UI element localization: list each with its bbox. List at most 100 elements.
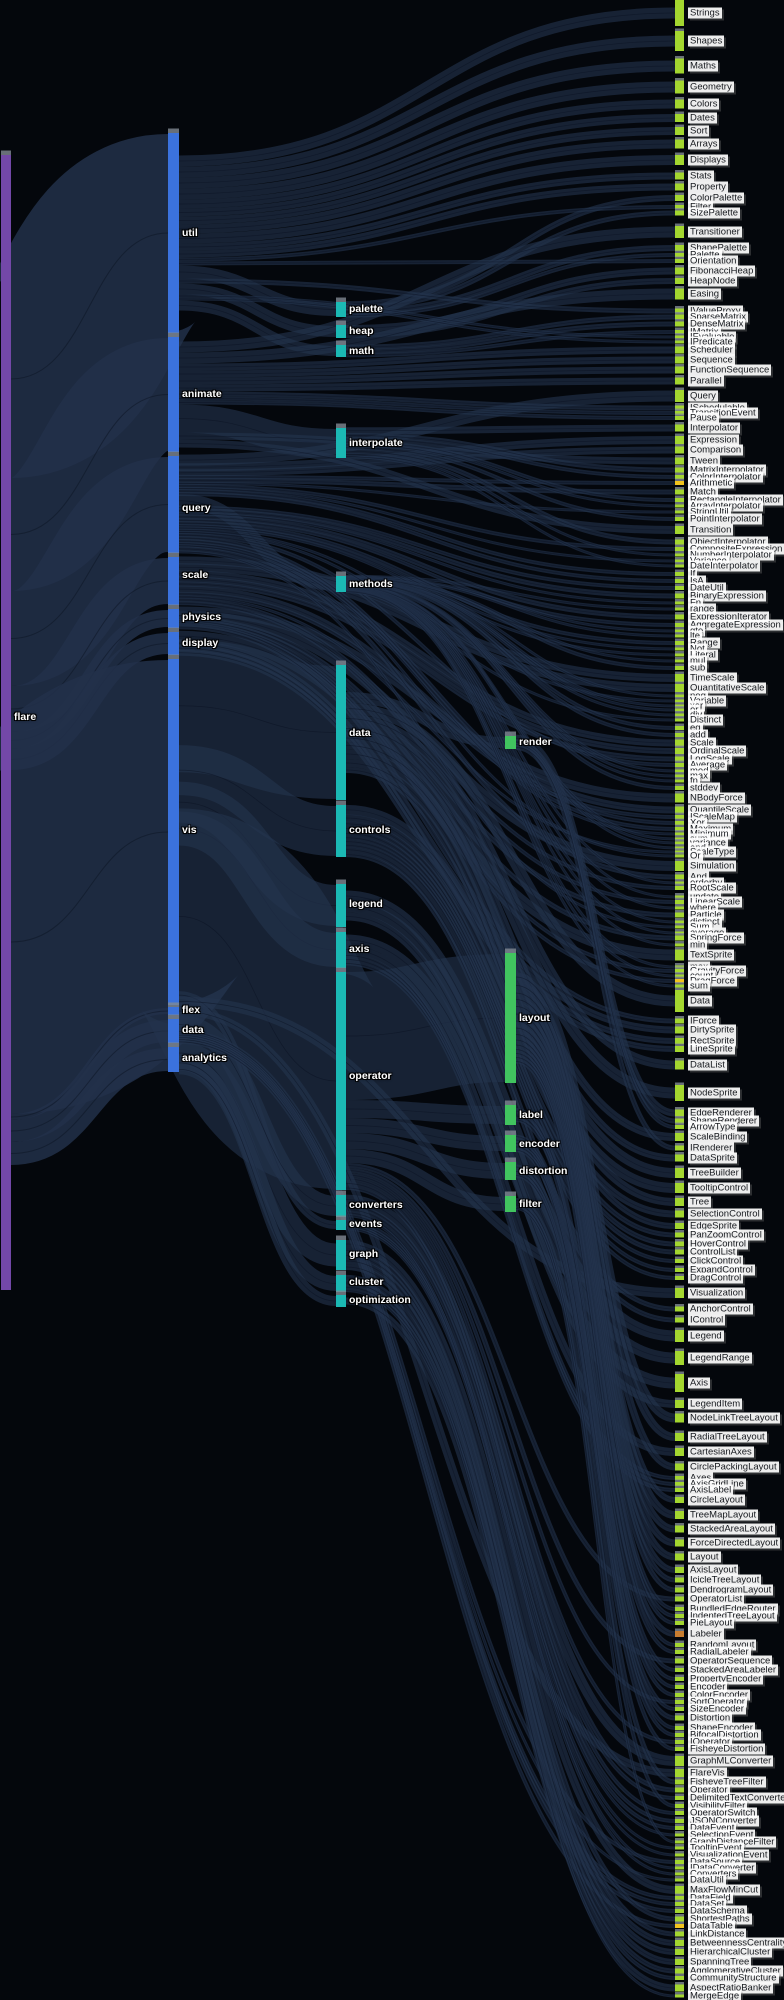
sankey-node-ExpandControl[interactable]	[675, 1268, 684, 1272]
sankey-node-IForce[interactable]	[675, 1018, 684, 1024]
sankey-node-DragForce[interactable]	[675, 979, 684, 983]
sankey-node-Colors[interactable]	[675, 99, 684, 109]
sankey-node-SelectionEvent[interactable]	[675, 1833, 684, 1837]
sankey-node-Match[interactable]	[675, 489, 684, 495]
sankey-node-IndentedTreeLayout[interactable]	[675, 1614, 684, 1618]
sankey-node-ArrayInterpolator[interactable]	[675, 504, 684, 508]
sankey-node-Scheduler[interactable]	[675, 346, 684, 354]
sankey-node-Maths[interactable]	[675, 58, 684, 74]
sankey-node-Axis[interactable]	[675, 1374, 684, 1392]
sankey-node-IRenderer[interactable]	[675, 1145, 684, 1151]
sankey-node-BifocalDistortion[interactable]	[675, 1733, 684, 1737]
sankey-node-vis_data[interactable]	[336, 665, 346, 800]
sankey-node-where[interactable]	[675, 906, 684, 910]
sankey-node-SelectionControl[interactable]	[675, 1210, 684, 1218]
sankey-node-events[interactable]	[336, 1220, 346, 1230]
sankey-node-Operator[interactable]	[675, 1787, 684, 1793]
sankey-node-heap[interactable]	[336, 325, 346, 338]
sankey-node-TooltipEvent[interactable]	[675, 1846, 684, 1850]
sankey-node-Sort[interactable]	[675, 127, 684, 135]
sankey-node-Fn[interactable]	[675, 601, 684, 605]
sankey-node-TreeMapLayout[interactable]	[675, 1511, 684, 1519]
sankey-node-Distortion[interactable]	[675, 1715, 684, 1721]
sankey-node-eq[interactable]	[675, 726, 684, 730]
sankey-node-Labeler[interactable]	[675, 1631, 684, 1637]
sankey-node-Variance[interactable]	[675, 559, 684, 563]
sankey-node-LogScale[interactable]	[675, 756, 684, 762]
sankey-node-variance[interactable]	[675, 841, 684, 845]
sankey-node-encoder[interactable]	[505, 1135, 516, 1152]
sankey-node-Literal[interactable]	[675, 653, 684, 657]
sankey-node-Not[interactable]	[675, 647, 684, 651]
sankey-node-flex[interactable]	[168, 1007, 179, 1015]
sankey-node-Sequence[interactable]	[675, 356, 684, 364]
sankey-node-sub[interactable]	[675, 666, 684, 670]
sankey-node-AggregateExpression[interactable]	[675, 623, 684, 627]
sankey-node-MatrixInterpolator[interactable]	[675, 467, 684, 473]
sankey-node-ClickControl[interactable]	[675, 1259, 684, 1263]
sankey-node-PointInterpolator[interactable]	[675, 517, 684, 521]
sankey-node-Xor[interactable]	[675, 821, 684, 825]
sankey-node-Maximum[interactable]	[675, 827, 684, 831]
sankey-node-Simulation[interactable]	[675, 861, 684, 871]
sankey-node-FunctionSequence[interactable]	[675, 366, 684, 374]
sankey-node-Tree[interactable]	[675, 1198, 684, 1206]
sankey-node-ExpressionIterator[interactable]	[675, 614, 684, 620]
sankey-node-NBodyForce[interactable]	[675, 793, 684, 803]
sankey-node-SpanningTree[interactable]	[675, 1959, 684, 1965]
sankey-node-palette[interactable]	[336, 302, 346, 317]
sankey-node-IDataConverter[interactable]	[675, 1866, 684, 1870]
sankey-node-DateUtil[interactable]	[675, 586, 684, 590]
sankey-node-MergeEdge[interactable]	[675, 1994, 684, 1998]
sankey-node-ShapeEncoder[interactable]	[675, 1726, 684, 1730]
sankey-node-stddev[interactable]	[675, 786, 684, 790]
sankey-node-GraphDistanceFilter[interactable]	[675, 1840, 684, 1844]
sankey-node-Data[interactable]	[675, 990, 684, 1012]
sankey-node-Comparison[interactable]	[675, 446, 684, 454]
sankey-node-HoverControl[interactable]	[675, 1241, 684, 1247]
sankey-node-Pause[interactable]	[675, 416, 684, 420]
sankey-node-fn[interactable]	[675, 779, 684, 783]
sankey-node-axis[interactable]	[336, 932, 346, 968]
sankey-node-ColorEncoder[interactable]	[675, 1693, 684, 1697]
sankey-node-OperatorSequence[interactable]	[675, 1658, 684, 1664]
sankey-node-EdgeSprite[interactable]	[675, 1223, 684, 1229]
sankey-node-Expression[interactable]	[675, 436, 684, 444]
sankey-node-data_pkg[interactable]	[168, 1019, 179, 1043]
sankey-node-LegendItem[interactable]	[675, 1400, 684, 1408]
sankey-node-count[interactable]	[675, 974, 684, 978]
sankey-node-RadialTreeLayout[interactable]	[675, 1433, 684, 1441]
sankey-node-methods[interactable]	[336, 576, 346, 592]
sankey-node-util[interactable]	[168, 133, 179, 333]
sankey-node-cluster[interactable]	[336, 1275, 346, 1292]
sankey-node-Or[interactable]	[675, 854, 684, 858]
sankey-node-Tween[interactable]	[675, 457, 684, 465]
sankey-node-BinaryExpression[interactable]	[675, 593, 684, 599]
sankey-node-Legend[interactable]	[675, 1330, 684, 1342]
sankey-node-BetweennessCentrality[interactable]	[675, 1940, 684, 1946]
sankey-node-And[interactable]	[675, 874, 684, 880]
sankey-node-Arithmetic[interactable]	[675, 481, 684, 485]
sankey-node-Parallel[interactable]	[675, 377, 684, 385]
sankey-node-OperatorSwitch[interactable]	[675, 1811, 684, 1815]
sankey-node-Average[interactable]	[675, 763, 684, 767]
sankey-node-GravityForce[interactable]	[675, 969, 684, 973]
sankey-node-DenseMatrix[interactable]	[675, 321, 684, 327]
sankey-node-IValueProxy[interactable]	[675, 308, 684, 314]
sankey-node-DataUtil[interactable]	[675, 1878, 684, 1882]
sankey-node-DataSource[interactable]	[675, 1860, 684, 1864]
sankey-node-sum2[interactable]	[675, 984, 684, 988]
sankey-node-legend[interactable]	[336, 884, 346, 927]
sankey-node-Geometry[interactable]	[675, 80, 684, 94]
sankey-node-DataField[interactable]	[675, 1896, 684, 1900]
sankey-node-LinearScale[interactable]	[675, 900, 684, 904]
sankey-node-SortOperator[interactable]	[675, 1700, 684, 1704]
sankey-node-EdgeRenderer[interactable]	[675, 1109, 684, 1117]
sankey-node-operator[interactable]	[336, 972, 346, 1190]
sankey-node-TimeScale[interactable]	[675, 674, 684, 682]
sankey-node-PropertyEncoder[interactable]	[675, 1677, 684, 1681]
sankey-node-DirtySprite[interactable]	[675, 1026, 684, 1034]
sankey-node-AgglomerativeCluster[interactable]	[675, 1968, 684, 1974]
sankey-node-CircleLayout[interactable]	[675, 1497, 684, 1503]
sankey-node-layout[interactable]	[505, 953, 516, 1083]
